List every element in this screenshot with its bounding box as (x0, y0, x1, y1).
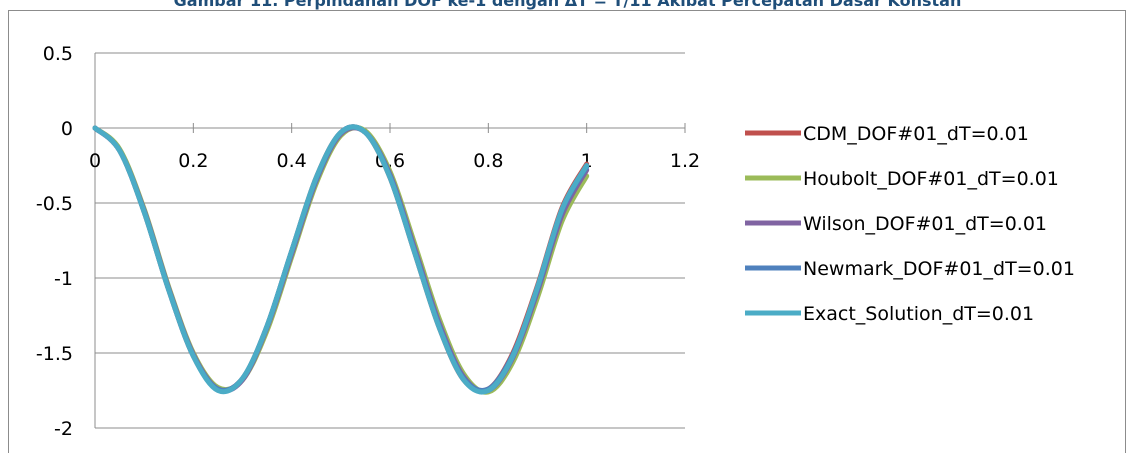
y-tick-label: -1.5 (36, 343, 73, 365)
figure-caption: Gambar 11. Perpindahan DOF ke-1 dengan Δ… (173, 0, 962, 10)
line-chart: 0.50-0.5-1-1.5-20 0.2 0.4 0.6 0.8 1 1.2CDM_DOF… (36, 43, 1075, 440)
x-tick-label: 0 (89, 150, 101, 172)
x-tick-label: 0.2 (178, 150, 208, 172)
legend-label: Newmark_DOF#01_dT=0.01 (803, 258, 1075, 280)
y-tick-label: -1 (54, 268, 73, 290)
legend-label: Houbolt_DOF#01_dT=0.01 (803, 168, 1059, 190)
x-tick-label: 1.2 (670, 150, 700, 172)
legend-label: CDM_DOF#01_dT=0.01 (803, 123, 1029, 145)
series-line-5 (92, 124, 590, 395)
y-tick-label: -2 (54, 418, 73, 440)
y-tick-label: -0.5 (36, 193, 73, 215)
y-tick-label: 0.5 (43, 43, 73, 65)
x-tick-label: 0.4 (277, 150, 307, 172)
legend-label: Wilson_DOF#01_dT=0.01 (803, 213, 1047, 235)
x-tick-label: 0.8 (473, 150, 503, 172)
chart-area: 0.5 0 -0.5 -1 -1.5 -2 0 0.2 0.4 0.6 0.8 1 1.2 CDM_DOF… (8, 10, 1126, 453)
legend-label: Exact_Solution_dT=0.01 (803, 303, 1034, 325)
y-tick-label: 0 (61, 118, 73, 140)
